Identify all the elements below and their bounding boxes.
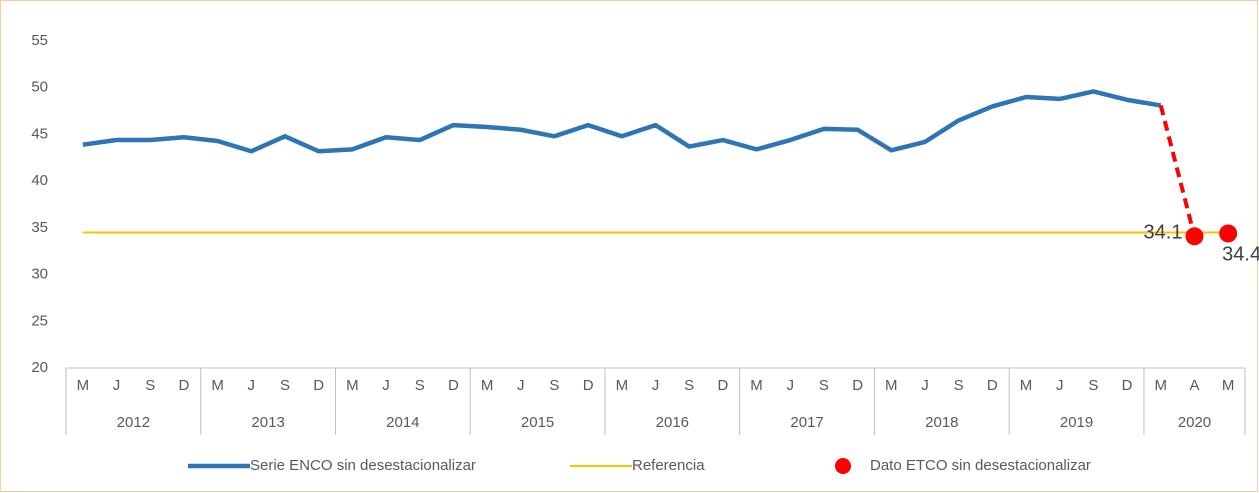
group-label: 2012 [117,414,150,431]
x-tick-label: M [616,377,629,394]
y-tick-label: 35 [31,219,48,236]
x-tick-label: D [178,377,189,394]
x-tick-label: A [1189,377,1199,394]
y-tick-label: 50 [31,79,48,96]
legend-label: Dato ETCO sin desestacionalizar [870,457,1091,474]
x-tick-label: D [583,377,594,394]
y-tick-label: 30 [31,266,48,283]
x-tick-label: S [280,377,290,394]
group-label: 2019 [1060,414,1093,431]
x-tick-label: D [852,377,863,394]
series-line [82,89,1162,154]
x-tick-label: S [145,377,155,394]
group-label: 2018 [925,414,958,431]
group-label: 2016 [656,414,689,431]
x-tick-label: M [885,377,898,394]
legend-label: Referencia [632,457,705,474]
group-label: 2013 [251,414,284,431]
x-tick-label: M [211,377,224,394]
y-tick-label: 45 [31,125,48,142]
legend-marker [835,458,851,474]
group-label: 2017 [790,414,823,431]
x-tick-label: J [786,377,794,394]
x-tick-label: J [382,377,390,394]
x-tick-label: J [248,377,256,394]
y-tick-label: 25 [31,312,48,329]
data-label: 34.1 [1144,222,1183,244]
x-tick-label: D [448,377,459,394]
x-tick-label: J [113,377,121,394]
y-tick-label: 55 [31,32,48,49]
x-tick-label: J [1056,377,1064,394]
x-tick-label: S [415,377,425,394]
x-tick-label: M [481,377,494,394]
x-tick-label: M [77,377,90,394]
group-label: 2014 [386,414,419,431]
x-tick-label: J [921,377,929,394]
x-tick-label: D [987,377,998,394]
x-tick-label: S [1088,377,1098,394]
x-tick-label: M [346,377,359,394]
x-tick-label: M [750,377,763,394]
x-tick-label: S [954,377,964,394]
x-tick-label: M [1155,377,1168,394]
data-point [1219,224,1238,243]
x-tick-label: M [1020,377,1033,394]
y-tick-label: 40 [31,172,48,189]
x-tick-label: D [1122,377,1133,394]
group-label: 2015 [521,414,554,431]
x-tick-label: S [549,377,559,394]
x-tick-label: S [684,377,694,394]
legend-label: Serie ENCO sin desestacionalizar [250,457,476,474]
group-label: 2020 [1178,414,1211,431]
x-tick-label: M [1222,377,1235,394]
data-point [1185,227,1204,246]
x-tick-label: J [517,377,525,394]
x-tick-label: J [652,377,660,394]
connector-line [1158,104,1197,237]
x-tick-label: D [717,377,728,394]
x-tick-label: S [819,377,829,394]
y-tick-label: 20 [31,359,48,376]
x-tick-label: D [313,377,324,394]
data-label: 34.4 [1222,244,1259,266]
